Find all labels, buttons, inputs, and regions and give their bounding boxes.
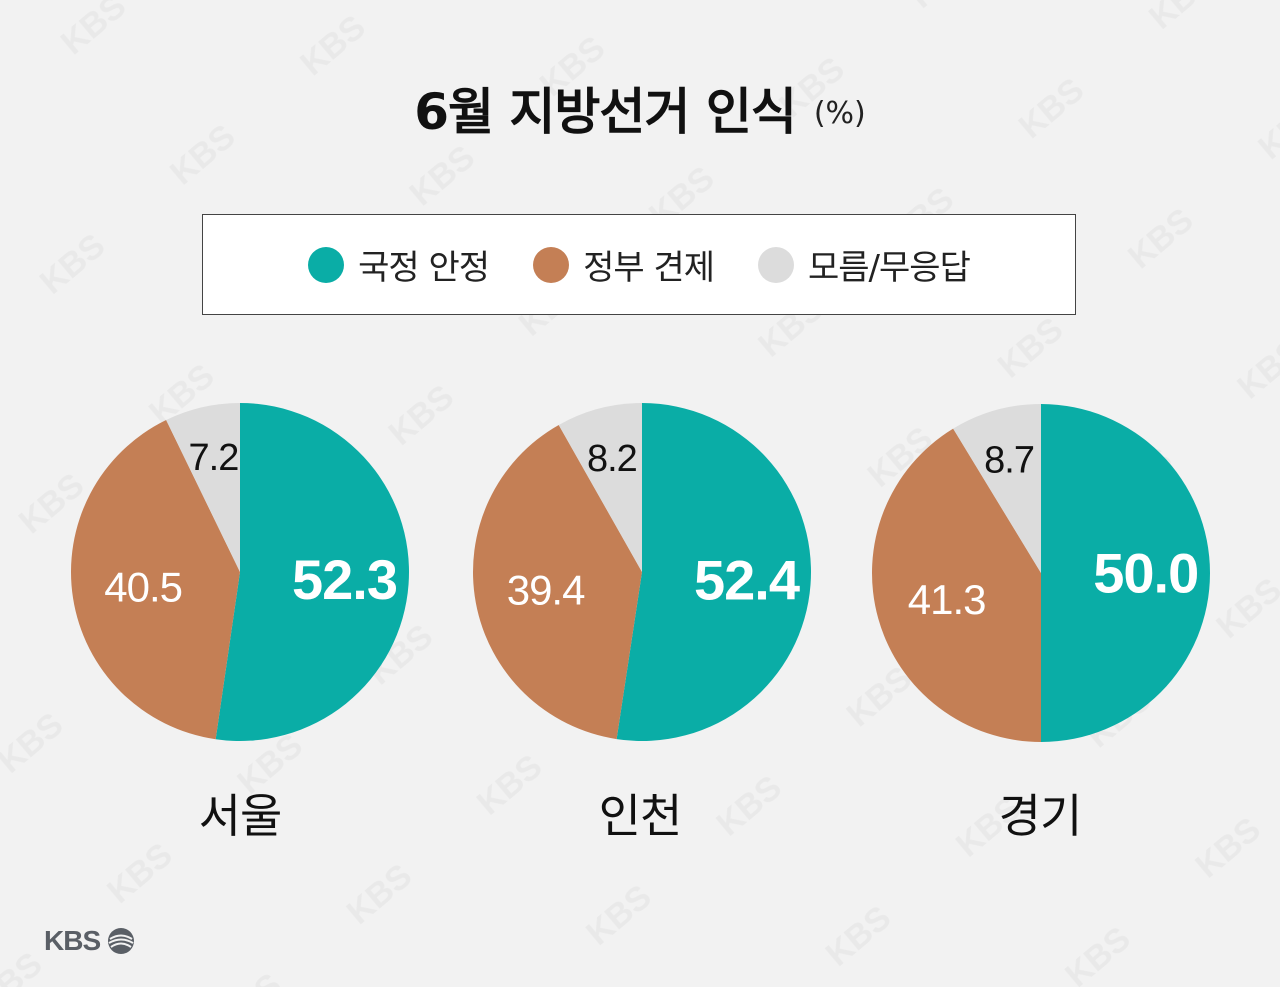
region-label-seoul: 서울 <box>198 789 283 843</box>
legend-label-unknown: 모름/무응답 <box>808 248 971 288</box>
region-label-incheon: 인천 <box>598 789 683 843</box>
data-label-seoul-check: 40.5 <box>104 564 182 611</box>
data-label-incheon-unknown: 8.2 <box>587 438 637 480</box>
legend-item-check: 정부 견제 <box>533 240 715 289</box>
pie-slice-gyeonggi-check <box>872 428 1041 742</box>
data-label-seoul-unknown: 7.2 <box>189 437 239 479</box>
chart-header: 6월 지방선거 인식 (%) <box>0 72 1280 144</box>
legend: 국정 안정 정부 견제 모름/무응답 <box>202 214 1076 315</box>
unit-label: (%) <box>813 96 866 131</box>
logo-text: KBS <box>44 925 101 956</box>
pie-slice-seoul-check <box>71 420 240 740</box>
legend-label-stability: 국정 안정 <box>358 248 490 288</box>
kbs-logo: KBS <box>44 925 136 957</box>
pie-slice-seoul-stability <box>215 403 410 741</box>
data-label-gyeonggi-check: 41.3 <box>908 576 986 623</box>
region-label-gyeonggi: 경기 <box>998 789 1083 843</box>
page-title: 6월 지방선거 인식 <box>414 83 797 141</box>
pie-slice-gyeonggi-unknown <box>953 404 1041 573</box>
pie-slice-incheon-stability <box>616 403 811 741</box>
kbs-emblem-icon <box>108 928 135 954</box>
legend-swatch-check <box>533 246 570 283</box>
pie-slice-seoul-unknown <box>166 403 240 572</box>
data-label-gyeonggi-stability: 50.0 <box>1093 542 1198 605</box>
legend-swatch-stability <box>308 246 345 283</box>
data-label-incheon-check: 39.4 <box>507 566 585 613</box>
data-label-gyeonggi-unknown: 8.7 <box>984 439 1034 481</box>
legend-label-check: 정부 견제 <box>583 248 715 288</box>
legend-swatch-unknown <box>758 246 794 283</box>
data-label-incheon-stability: 52.4 <box>694 548 800 611</box>
pie-slice-incheon-check <box>473 424 642 740</box>
legend-item-stability: 국정 안정 <box>308 240 490 289</box>
pie-slice-incheon-unknown <box>558 403 642 572</box>
legend-item-unknown: 모름/무응답 <box>758 240 971 289</box>
data-label-seoul-stability: 52.3 <box>292 548 397 611</box>
pie-slice-gyeonggi-stability <box>1041 404 1210 742</box>
